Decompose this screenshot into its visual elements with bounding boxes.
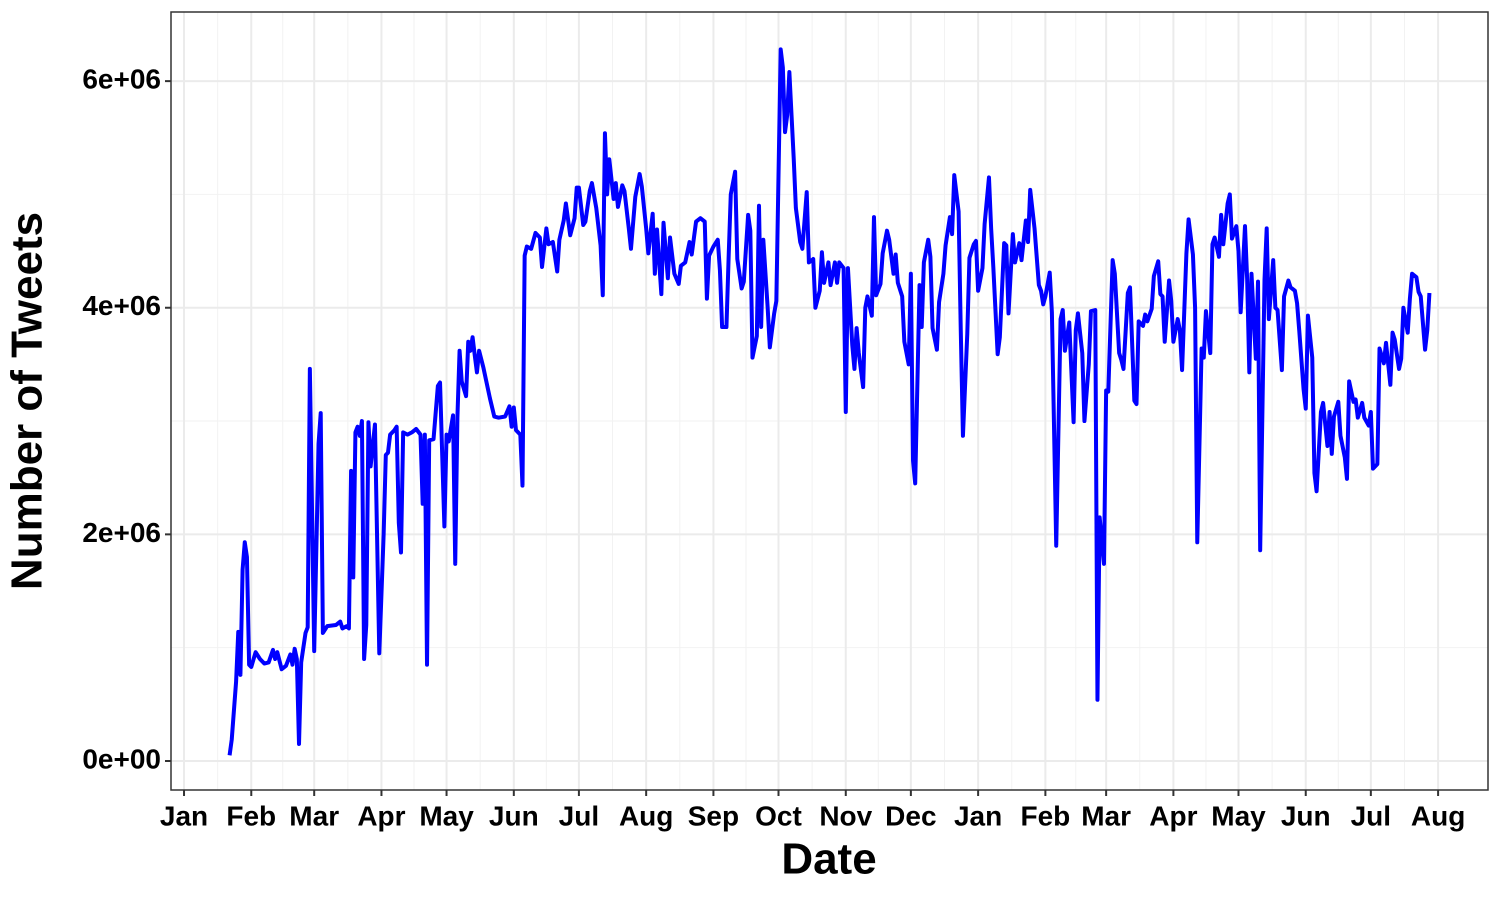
x-tick-label: Jan bbox=[954, 800, 1002, 831]
y-tick-label: 6e+06 bbox=[82, 64, 161, 95]
y-tick-label: 4e+06 bbox=[82, 290, 161, 321]
x-tick-label: Nov bbox=[819, 800, 872, 831]
x-axis-title: Date bbox=[781, 835, 876, 884]
x-tick-label: Oct bbox=[755, 800, 802, 831]
x-tick-label: Mar bbox=[289, 800, 339, 831]
x-tick-label: Aug bbox=[1411, 800, 1465, 831]
x-tick-label: Jun bbox=[489, 800, 539, 831]
x-tick-label: Mar bbox=[1081, 800, 1131, 831]
y-axis-title: Number of Tweets bbox=[3, 212, 52, 590]
x-tick-label: May bbox=[419, 800, 474, 831]
x-tick-label: Apr bbox=[357, 800, 405, 831]
x-tick-label: Jul bbox=[1351, 800, 1391, 831]
x-tick-label: Jun bbox=[1281, 800, 1331, 831]
x-tick-label: Jul bbox=[559, 800, 599, 831]
x-tick-label: Jan bbox=[160, 800, 208, 831]
x-tick-label: Feb bbox=[226, 800, 276, 831]
y-tick-label: 2e+06 bbox=[82, 517, 161, 548]
x-tick-label: Sep bbox=[688, 800, 739, 831]
panel-border bbox=[170, 11, 1489, 791]
x-tick-label: Feb bbox=[1020, 800, 1070, 831]
x-tick-label: Aug bbox=[619, 800, 673, 831]
x-tick-label: May bbox=[1211, 800, 1266, 831]
data-line bbox=[227, 47, 1432, 756]
y-tick-label: 0e+00 bbox=[82, 743, 161, 774]
x-tick-label: Dec bbox=[885, 800, 936, 831]
x-tick-label: Apr bbox=[1149, 800, 1197, 831]
